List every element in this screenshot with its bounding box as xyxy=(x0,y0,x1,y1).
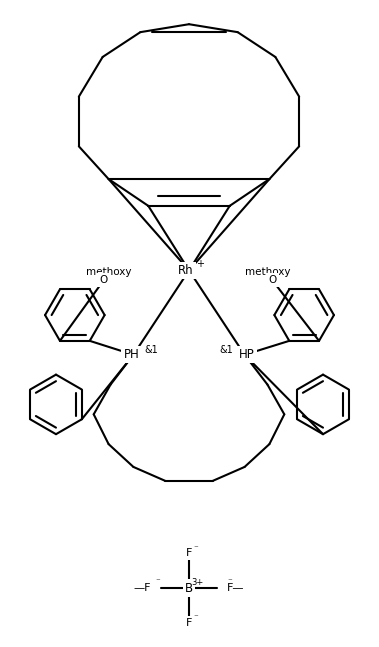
Text: ⁻: ⁻ xyxy=(194,613,198,622)
Text: Rh: Rh xyxy=(178,264,194,277)
Text: ⁻: ⁻ xyxy=(194,544,198,553)
Text: &1: &1 xyxy=(144,345,158,355)
Text: F: F xyxy=(186,548,192,558)
Text: B: B xyxy=(185,582,193,595)
Text: —F: —F xyxy=(134,583,151,593)
Text: F: F xyxy=(186,618,192,628)
Text: methoxy: methoxy xyxy=(245,267,290,278)
Text: ⁻: ⁻ xyxy=(227,578,232,587)
Text: O: O xyxy=(268,276,277,285)
Text: PH: PH xyxy=(124,348,139,361)
Text: 3+: 3+ xyxy=(191,578,203,587)
Text: O: O xyxy=(100,276,108,285)
Text: F—: F— xyxy=(227,583,244,593)
Text: ⁻: ⁻ xyxy=(156,578,161,587)
Text: &1: &1 xyxy=(220,345,233,355)
Text: +: + xyxy=(196,259,204,269)
Text: methoxy: methoxy xyxy=(86,267,132,278)
Text: HP: HP xyxy=(239,348,254,361)
